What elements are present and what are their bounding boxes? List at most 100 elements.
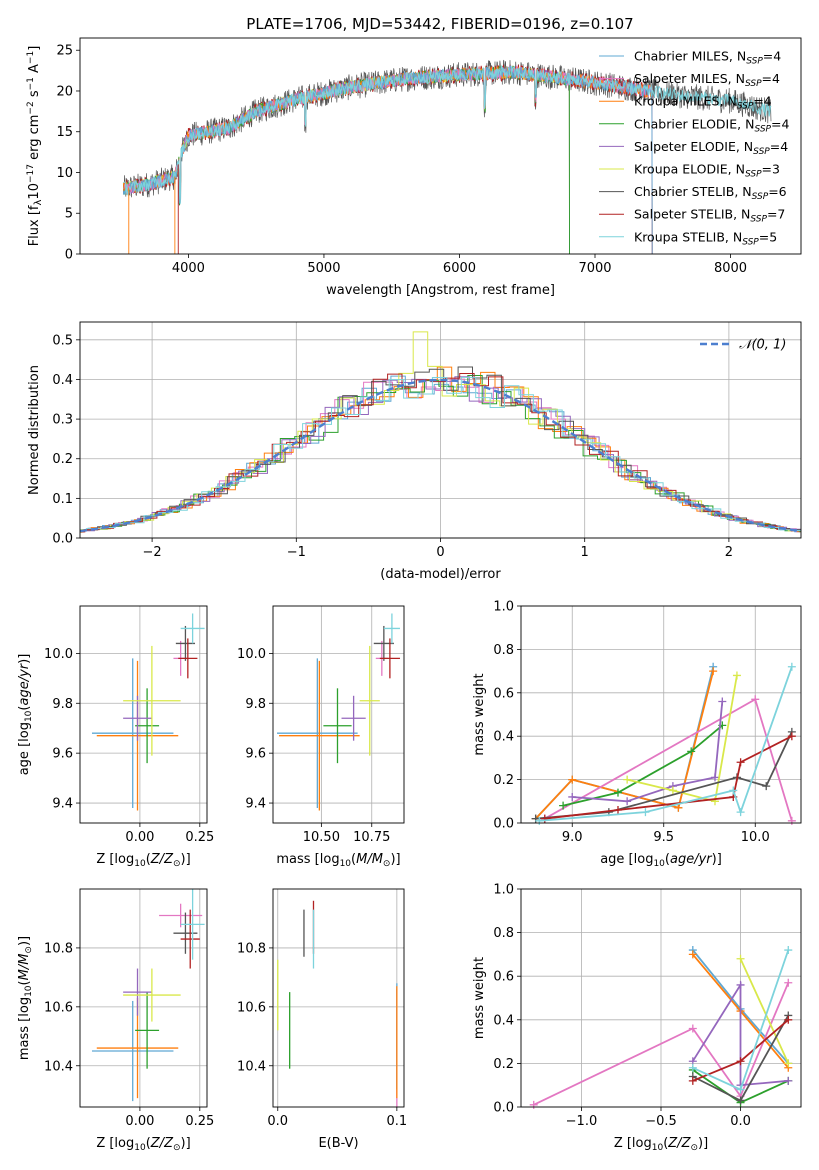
legend-sub: SSP	[742, 237, 759, 247]
label-part: age/yr	[670, 852, 713, 867]
label-part: M/M	[17, 954, 32, 981]
y-tick-label: 0.4	[493, 730, 514, 745]
spectrum-kroupa-stelib	[123, 64, 772, 204]
x-tick-label: −1.0	[566, 1114, 598, 1129]
label-part: Z/Z	[150, 852, 174, 867]
legend-name: Salpeter MILES, N	[634, 71, 745, 86]
weight-line	[562, 724, 723, 807]
legend-label: Chabrier STELIB, NSSP=6	[634, 184, 787, 202]
x-tick-label: 9.0	[562, 830, 583, 845]
label-part: ⊙	[173, 1143, 181, 1153]
legend-value: =4	[762, 71, 780, 86]
weight-line	[534, 670, 715, 820]
spectrum-chabrier-miles	[122, 65, 653, 254]
label-part: )]	[712, 852, 722, 867]
label-part: ⊙	[690, 1143, 698, 1153]
weight-line	[692, 981, 789, 1087]
x-tick-label: 8000	[714, 261, 747, 276]
legend-name: Salpeter STELIB, N	[634, 207, 750, 222]
axes-frame-weight-vs-Z	[520, 888, 802, 1108]
weight-marker	[736, 1096, 745, 1105]
errorbars-mass-vs-Z	[91, 889, 205, 1102]
x-tick-label: 2	[725, 545, 733, 560]
y-tick-label: 0.0	[493, 1101, 514, 1116]
weight-marker	[784, 1059, 793, 1068]
label-part: A	[27, 64, 42, 77]
axes-age-vs-mass: 10.50 10.75 9.4 9.6 9.8 10.0	[237, 606, 404, 845]
x-tick-label: 1	[581, 545, 589, 560]
label-part: Z/Z	[150, 1136, 174, 1151]
axes-frame-mass-vs-Z	[79, 888, 208, 1108]
y-tick-label: 10.4	[44, 1059, 73, 1074]
legend-label: Chabrier MILES, NSSP=4	[634, 49, 781, 67]
axes-frame-mass-vs-ebv	[272, 888, 405, 1108]
axes-residuals: −2 −1 0 1 2 0.0 0.1 0.2 0.3 0.4 0.5	[52, 322, 801, 560]
label-part: )]	[17, 936, 32, 946]
weight-marker	[540, 814, 549, 823]
weight-marker	[736, 1085, 745, 1094]
spectrum-x-label: wavelength [Angstrom, rest frame]	[326, 283, 555, 298]
age-z-y-label: age [log10(age/yr)]	[17, 654, 34, 776]
weight-marker	[568, 792, 577, 801]
legend-name: Kroupa MILES, N	[634, 94, 737, 109]
y-tick-label: 0.4	[493, 1013, 514, 1028]
legend-label: Salpeter STELIB, NSSP=7	[634, 207, 785, 225]
weight-marker	[559, 801, 568, 810]
y-tick-label: 10.0	[237, 647, 266, 662]
axes-frame-spectrum	[79, 37, 802, 255]
spectrum-y-label: Flux [fλ10−17 erg cm−2 s−1 A−1]	[26, 46, 44, 247]
label-part: (data-model)/error	[380, 567, 501, 582]
label-part: (	[17, 980, 32, 985]
y-tick-label: 0.4	[52, 373, 73, 388]
weight-z-y-label: mass weight	[472, 957, 487, 1039]
legend-name: Salpeter ELODIE, N	[634, 139, 753, 154]
legend-value: =4	[753, 94, 771, 109]
normal-curve	[80, 378, 801, 533]
errorbars-mass-vs-ebv	[277, 900, 398, 1107]
weight-marker	[736, 980, 745, 989]
legend-name: Chabrier ELODIE, N	[634, 116, 754, 131]
chart-title: PLATE=1706, MJD=53442, FIBERID=0196, z=0…	[246, 15, 633, 33]
y-tick-label: 25	[56, 44, 73, 59]
y-tick-label: 0.6	[493, 970, 514, 985]
x-tick-label: −1	[287, 545, 306, 560]
label-part: (	[665, 852, 670, 867]
weight-marker	[688, 1024, 697, 1033]
weight-line	[544, 697, 793, 822]
legend-value: =6	[768, 184, 786, 199]
age-z-x-label: Z [log10(Z/Z⊙)]	[96, 852, 190, 869]
errorbars-age-vs-mass	[277, 613, 400, 811]
label-part: Flux [f	[27, 205, 42, 246]
label-part: 10	[27, 183, 42, 200]
label-part: mass weight	[472, 673, 487, 755]
legend-value: =4	[763, 49, 781, 64]
spectrum-kroupa-elodie	[122, 66, 570, 254]
label-part: (	[663, 1136, 668, 1151]
weight-marker	[736, 1057, 745, 1066]
x-tick-label: 7000	[578, 261, 611, 276]
legend-sub: SSP	[754, 124, 771, 134]
legend-sub: SSP	[746, 57, 763, 67]
label-part: ⊙	[383, 859, 391, 869]
legend-sub: SSP	[750, 215, 767, 225]
x-tick-label: −2	[143, 545, 162, 560]
x-tick-label: 10.0	[741, 830, 770, 845]
x-tick-label: 0.0	[267, 1114, 288, 1129]
legend-label: Chabrier ELODIE, NSSP=4	[634, 116, 789, 134]
x-tick-label: 0.00	[125, 1114, 154, 1129]
x-tick-label: 0.0	[730, 1114, 751, 1129]
legend-name: Kroupa ELODIE, N	[634, 162, 745, 177]
y-tick-label: 0	[65, 248, 73, 263]
weight-marker	[674, 803, 683, 812]
label-part: (	[146, 1136, 151, 1151]
x-tick-label: 0.25	[185, 1114, 214, 1129]
spectrum-lines	[122, 59, 772, 254]
weight-marker	[688, 950, 697, 959]
label-part: mass [log	[276, 852, 339, 867]
weight-marker	[613, 805, 622, 814]
x-tick-label: 0.25	[185, 830, 214, 845]
label-part: 10	[134, 859, 146, 869]
weight-marker	[736, 808, 745, 817]
weight-marker	[613, 788, 622, 797]
